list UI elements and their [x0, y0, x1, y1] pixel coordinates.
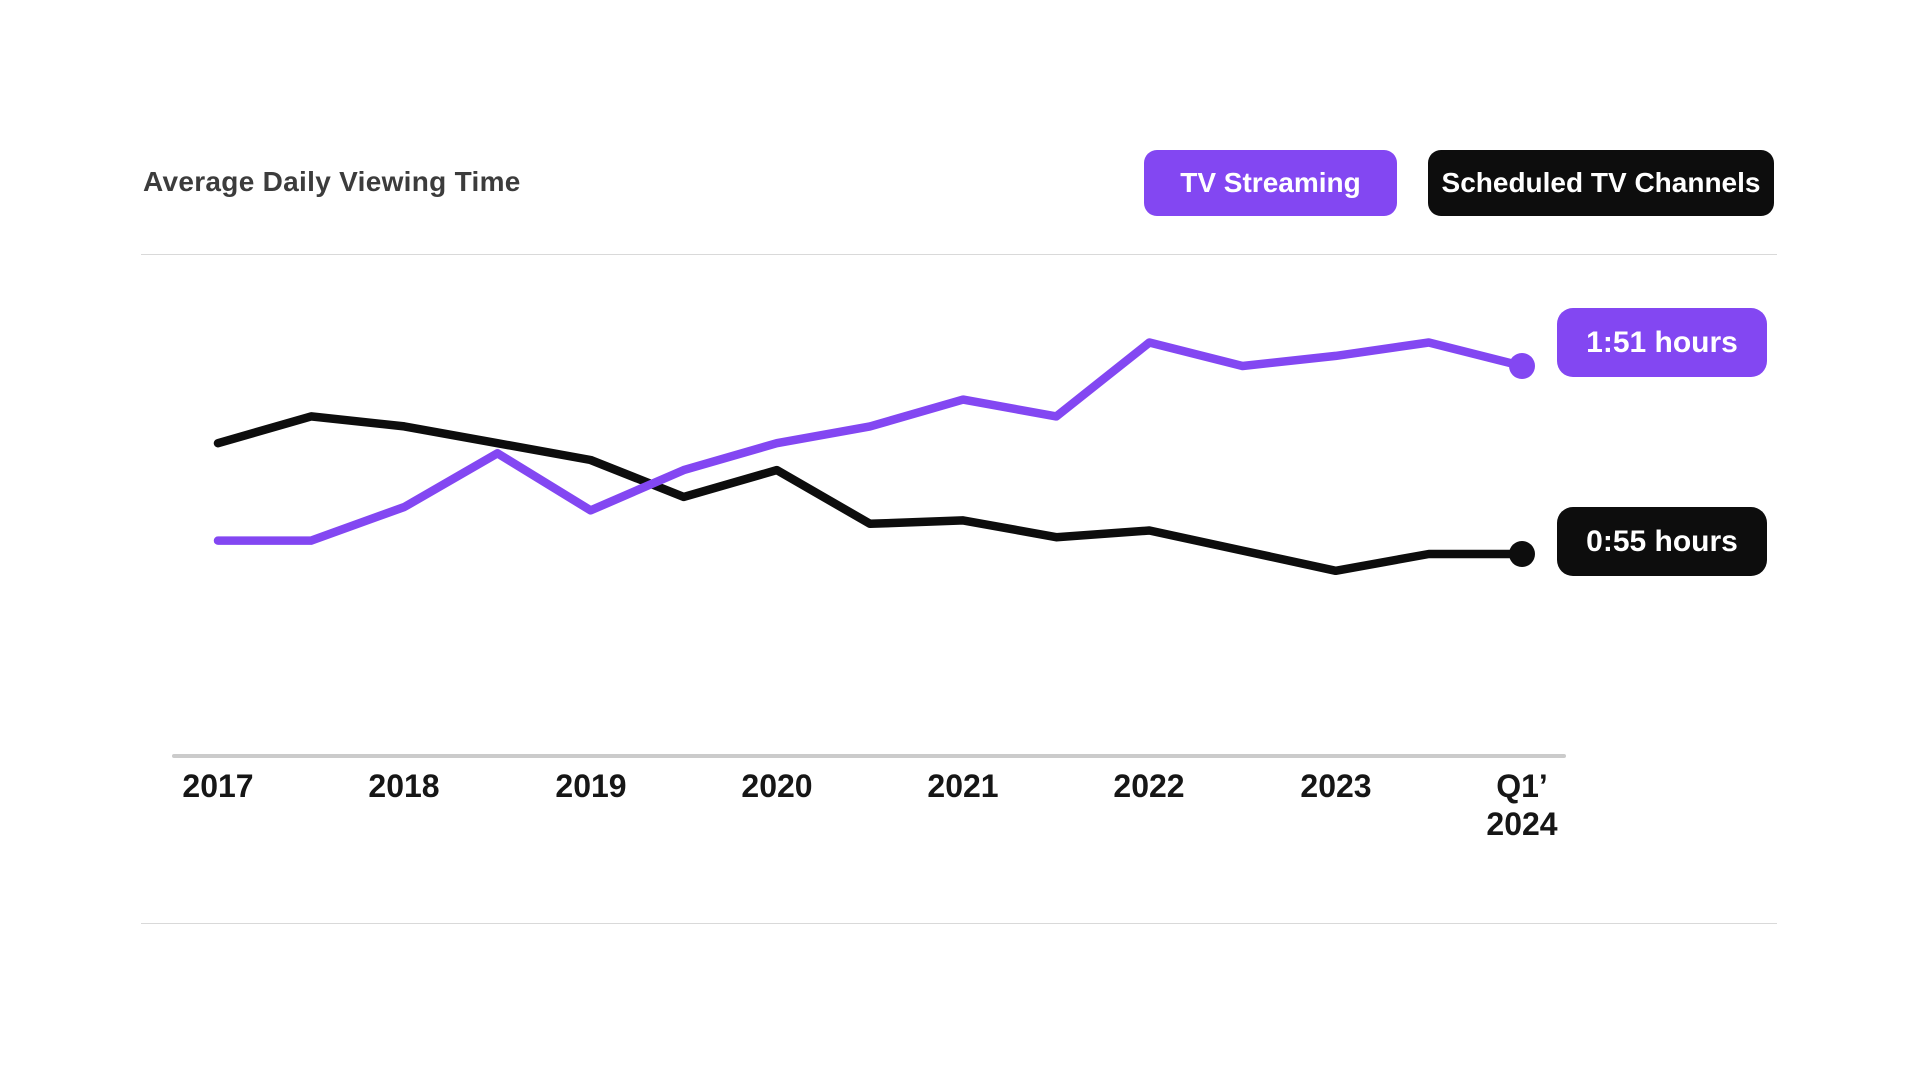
x-axis-tick-2018: 2018 — [368, 768, 440, 804]
top-divider — [141, 254, 1777, 255]
value-label-tv-streaming: 1:51 hours — [1557, 308, 1767, 377]
chart-title: Average Daily Viewing Time — [143, 166, 521, 197]
x-axis-tick-2021: 2021 — [927, 768, 999, 804]
x-axis-baseline — [172, 754, 1566, 758]
value-label-scheduled-tv: 0:55 hours — [1557, 507, 1767, 576]
bottom-divider — [141, 923, 1777, 924]
series-scheduled-tv-endpoint-dot — [1509, 541, 1535, 567]
x-axis-tick-2019: 2019 — [555, 768, 627, 804]
x-axis-tick-2022: 2022 — [1113, 768, 1185, 804]
x-axis-tick-2020: 2020 — [741, 768, 813, 804]
x-axis-tick-2017: 2017 — [182, 768, 254, 804]
series-tv-streaming-endpoint-dot — [1509, 353, 1535, 379]
legend-button-scheduled-tv-channels[interactable]: Scheduled TV Channels — [1428, 150, 1774, 216]
legend: TV Streaming Scheduled TV Channels — [1144, 150, 1774, 216]
x-axis-tick-Q1-2024: Q1’ 2024 — [1486, 768, 1558, 842]
series-tv-streaming-line — [213, 338, 1527, 545]
series-scheduled-tv-line — [213, 412, 1527, 576]
x-axis-tick-2023: 2023 — [1300, 768, 1372, 804]
legend-button-tv-streaming[interactable]: TV Streaming — [1144, 150, 1397, 216]
